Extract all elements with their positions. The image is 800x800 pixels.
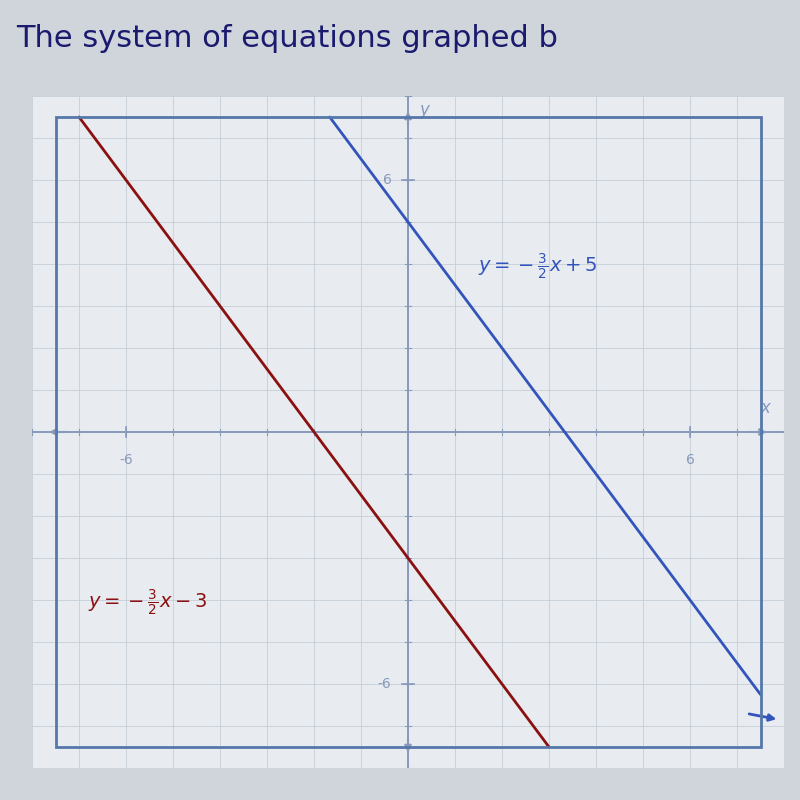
Text: -6: -6 [119, 453, 133, 467]
Text: x: x [760, 399, 770, 417]
Text: The system of equations graphed b: The system of equations graphed b [16, 24, 558, 53]
Text: 6: 6 [686, 453, 694, 467]
Text: 6: 6 [382, 173, 391, 187]
Text: $y=-\frac{3}{2}x-3$: $y=-\frac{3}{2}x-3$ [89, 588, 208, 618]
Text: $y=-\frac{3}{2}x+5$: $y=-\frac{3}{2}x+5$ [478, 252, 598, 282]
Text: y: y [419, 101, 430, 119]
Text: -6: -6 [378, 677, 391, 691]
